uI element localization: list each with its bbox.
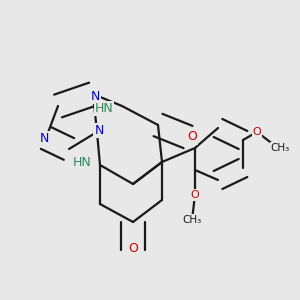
Text: O: O	[253, 127, 261, 137]
Text: CH₃: CH₃	[270, 143, 290, 153]
Text: HN: HN	[94, 101, 113, 115]
Text: N: N	[90, 89, 100, 103]
Text: O: O	[190, 190, 200, 200]
Text: O: O	[187, 130, 197, 143]
Text: N: N	[39, 131, 49, 145]
Text: CH₃: CH₃	[182, 215, 202, 225]
Text: HN: HN	[73, 157, 92, 169]
Text: O: O	[128, 242, 138, 254]
Text: N: N	[94, 124, 104, 136]
